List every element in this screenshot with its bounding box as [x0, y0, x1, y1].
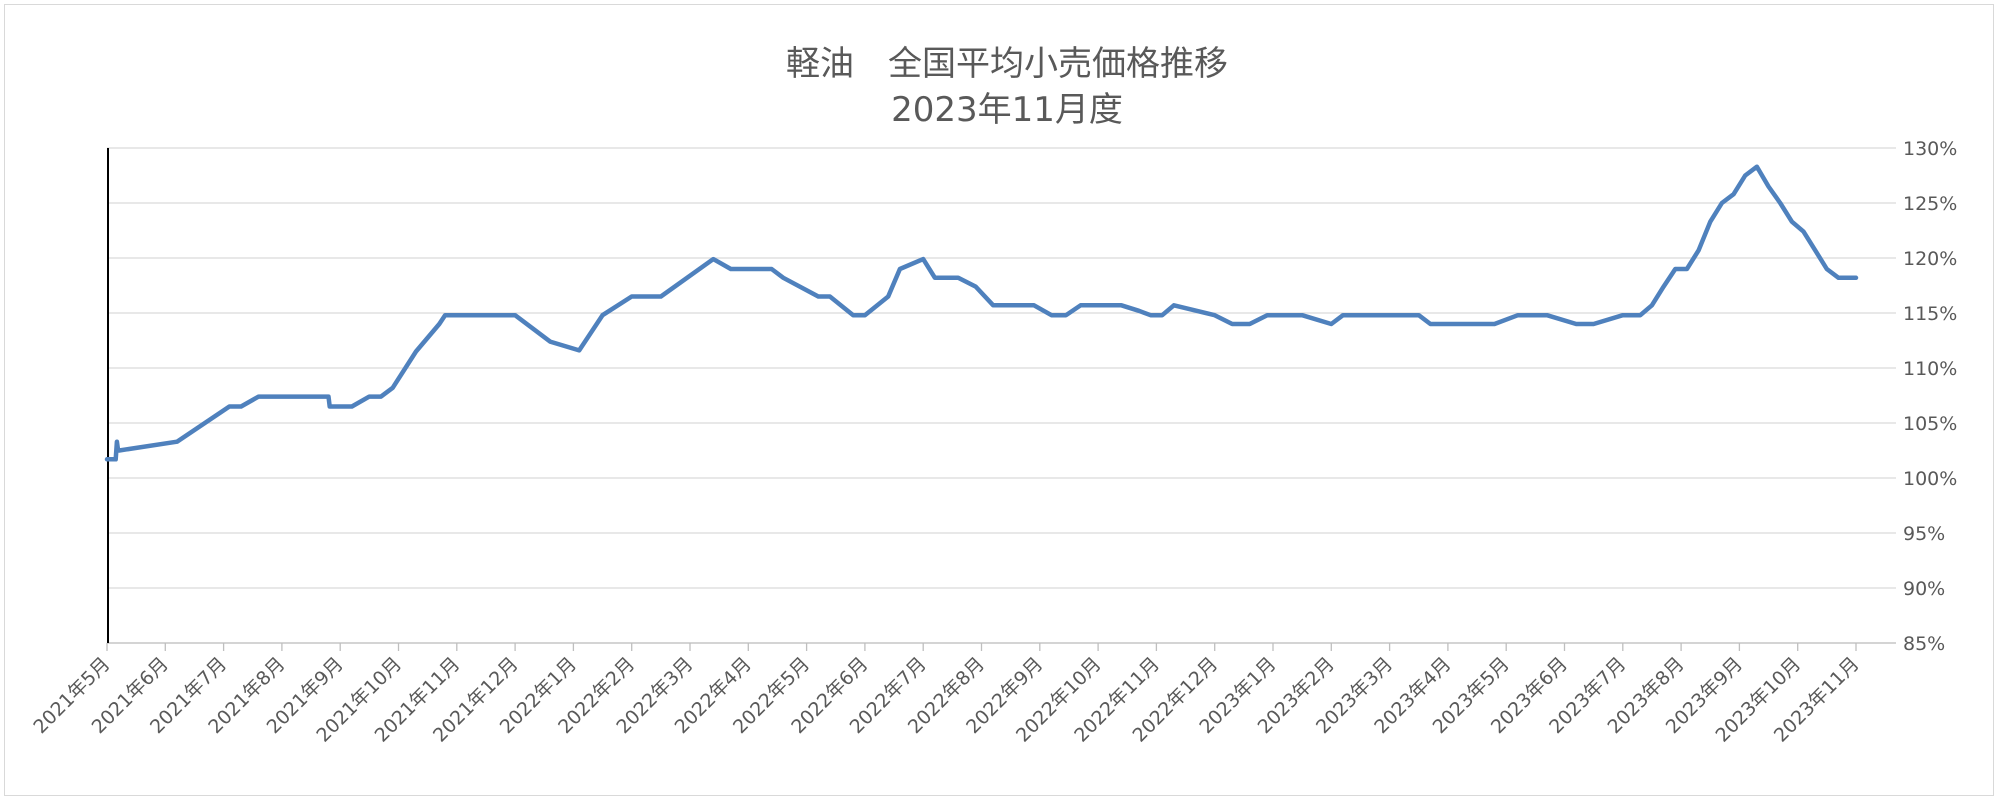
x-axis-ticks: 2021年5月2021年6月2021年7月2021年8月2021年9月2021年…	[29, 653, 1863, 747]
y-tick-label: 85%	[1903, 633, 1945, 655]
y-axis-ticks: 85% 90% 95% 100% 105% 110% 115% 120% 125% 130%	[1903, 138, 1957, 655]
chart-title: 軽油 全国平均小売価格推移	[786, 44, 1228, 84]
y-tick-label: 115%	[1903, 303, 1957, 325]
y-tick-label: 130%	[1903, 138, 1957, 160]
y-tick-label: 95%	[1903, 523, 1945, 545]
y-tick-label: 125%	[1903, 193, 1957, 215]
line-chart: 軽油 全国平均小売価格推移 2023年11月度 85% 90% 95% 100% 105…	[29, 44, 1957, 747]
series-layer	[104, 164, 1859, 462]
y-tick-label: 100%	[1903, 468, 1957, 490]
y-tick-label: 110%	[1903, 358, 1957, 380]
series-line	[104, 164, 1859, 462]
chart-subtitle: 2023年11月度	[891, 90, 1123, 130]
y-tick-label: 105%	[1903, 413, 1957, 435]
chart-frame: 軽油 全国平均小売価格推移 2023年11月度 85% 90% 95% 100% 105…	[4, 4, 1994, 796]
y-tick-label: 90%	[1903, 578, 1945, 600]
y-tick-label: 120%	[1903, 248, 1957, 270]
axes	[106, 148, 1896, 651]
